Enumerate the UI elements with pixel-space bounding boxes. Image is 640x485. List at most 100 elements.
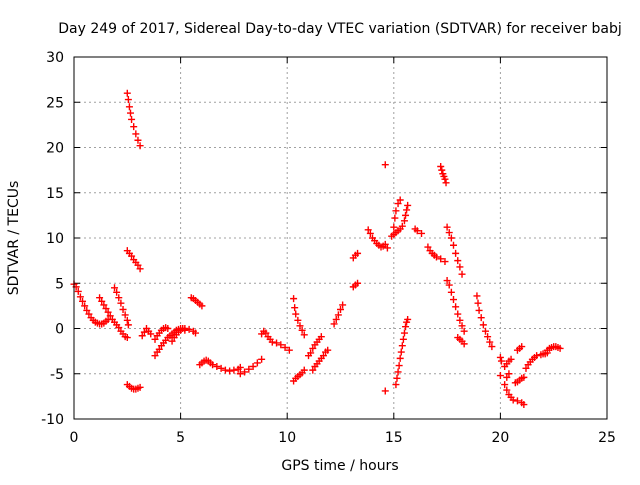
data-point <box>481 327 489 335</box>
data-point <box>381 240 389 248</box>
data-point <box>125 103 133 111</box>
data-point <box>155 345 163 353</box>
data-point <box>418 229 426 237</box>
series-arc10 <box>168 325 200 345</box>
y-tick-label: 5 <box>55 276 64 292</box>
data-point <box>134 136 142 144</box>
data-point <box>113 288 121 296</box>
data-point <box>332 315 340 323</box>
data-point <box>181 325 189 332</box>
data-point <box>111 284 119 292</box>
series-arc32 <box>443 277 468 335</box>
series-arc1 <box>70 280 112 328</box>
data-point <box>454 310 462 318</box>
data-point <box>503 386 511 394</box>
data-point <box>460 327 468 335</box>
data-point <box>394 368 402 376</box>
series-arc38 <box>501 355 515 371</box>
data-point <box>76 293 84 301</box>
data-point <box>354 279 362 287</box>
series-arc25 <box>390 196 404 231</box>
data-point <box>441 258 449 266</box>
y-tick-label: 25 <box>46 95 64 111</box>
data-point <box>147 330 155 338</box>
data-point <box>123 89 131 97</box>
data-point <box>486 338 494 346</box>
data-point <box>383 244 391 252</box>
data-point <box>400 217 408 225</box>
data-point <box>119 305 127 313</box>
data-point <box>236 370 244 378</box>
data-point <box>501 381 509 389</box>
data-point <box>392 207 400 215</box>
x-tick-label: 15 <box>385 430 403 446</box>
data-point <box>497 357 505 365</box>
data-point <box>106 312 114 320</box>
y-tick-label: 15 <box>46 186 64 202</box>
series-arc5 <box>123 247 144 273</box>
data-point <box>513 397 521 405</box>
data-point <box>395 362 403 370</box>
data-point <box>294 316 302 324</box>
data-point <box>484 333 492 341</box>
data-point <box>96 294 104 302</box>
data-point <box>394 200 402 208</box>
x-axis-label: GPS time / hours <box>281 458 398 474</box>
series-arc3 <box>111 284 132 329</box>
data-point <box>253 359 261 367</box>
series-arc21 <box>349 249 362 262</box>
series-arc18 <box>309 346 332 374</box>
x-tick-label: 10 <box>278 430 296 446</box>
data-point <box>399 335 407 343</box>
series-arc22 <box>364 226 391 252</box>
data-point <box>192 329 200 337</box>
data-point <box>226 367 234 375</box>
data-point <box>241 368 249 376</box>
data-point <box>102 305 110 313</box>
data-point <box>381 161 389 169</box>
data-point <box>437 163 445 171</box>
data-point <box>413 227 421 235</box>
data-point <box>496 353 504 361</box>
data-point <box>397 348 405 356</box>
data-point <box>447 234 455 242</box>
series-arc28 <box>411 225 426 237</box>
data-point <box>307 349 315 357</box>
data-point <box>458 270 466 278</box>
data-point <box>424 243 432 251</box>
data-point <box>364 226 372 234</box>
series-arc9 <box>151 324 172 343</box>
data-point <box>292 310 300 318</box>
data-point <box>398 342 406 350</box>
y-axis-label: SDTVAR / TECUs <box>6 181 22 296</box>
data-point <box>151 352 159 360</box>
y-tick-label: -5 <box>50 367 64 383</box>
series-arc26 <box>388 201 412 240</box>
y-tick-label: 30 <box>46 50 64 66</box>
data-point <box>391 214 399 222</box>
series-arc6 <box>123 381 144 393</box>
data-points-layer <box>70 89 564 409</box>
series-arc7 <box>138 325 155 340</box>
series-arc14 <box>258 327 293 354</box>
data-point <box>136 265 144 273</box>
data-point <box>556 344 564 352</box>
series-arc39 <box>503 370 513 381</box>
series-arc31 <box>443 223 466 278</box>
data-point <box>309 366 317 374</box>
series-arc36 <box>496 372 504 380</box>
data-point <box>447 288 455 296</box>
data-point <box>339 301 347 309</box>
data-point <box>117 299 125 307</box>
data-point <box>128 115 136 123</box>
data-point <box>452 249 460 257</box>
data-point <box>437 255 445 263</box>
x-tick-label: 5 <box>176 430 185 446</box>
series-arc17 <box>305 333 325 360</box>
y-tick-label: 10 <box>46 231 64 247</box>
data-point <box>168 337 176 345</box>
data-point <box>456 263 464 271</box>
data-point <box>438 166 446 174</box>
data-point <box>403 206 411 214</box>
